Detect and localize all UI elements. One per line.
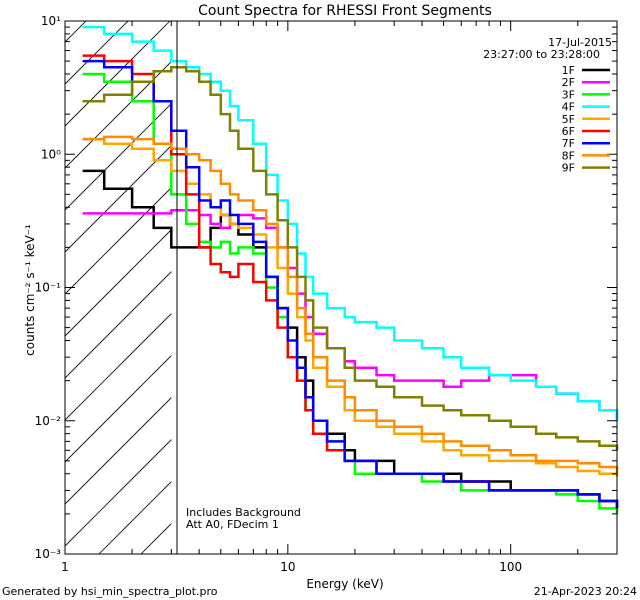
y-tick-label: 10¹ [41, 14, 61, 28]
hatch-line [65, 21, 129, 85]
time-range-label: 23:27:00 to 23:28:00 [483, 48, 600, 61]
hatch-line [65, 103, 172, 211]
hatch-line [65, 229, 172, 337]
series-6F-line [82, 54, 619, 509]
legend-label-5F: 5F [562, 113, 575, 126]
series-2F-line [82, 208, 619, 421]
legend-label-6F: 6F [562, 125, 575, 138]
legend-label-8F: 8F [562, 149, 575, 162]
date-label: 17-Jul-2015 [548, 36, 612, 49]
y-tick-label: 10⁻² [35, 414, 62, 428]
y-ticks: 10⁻³ 10⁻² 10⁻¹ 10⁰ 10¹ [35, 14, 617, 561]
series-9F-line [82, 65, 619, 451]
hatch-line [65, 21, 171, 127]
hatch-line [65, 271, 172, 379]
y-tick-label: 10⁰ [41, 147, 61, 161]
x-tick-label: 100 [499, 560, 522, 574]
x-tick-label: 10 [280, 560, 295, 574]
legend-label-3F: 3F [562, 88, 575, 101]
annotation-background: Includes Background [186, 506, 301, 519]
hatch-line [519, 21, 640, 554]
x-tick-label: 1 [61, 560, 69, 574]
hatch-line [65, 439, 172, 547]
plot-area: 1 10 100 10⁻³ 10⁻² 10⁻¹ 10⁰ 10¹ [35, 14, 640, 574]
y-axis-label: counts cm⁻² s⁻¹ keV⁻¹ [23, 224, 37, 356]
legend-label-2F: 2F [562, 76, 575, 89]
y-tick-label: 10⁻¹ [35, 281, 62, 295]
series-layer [82, 25, 619, 514]
legend-label-7F: 7F [562, 137, 575, 150]
series-8F-line [82, 135, 619, 474]
legend-label-9F: 9F [562, 162, 575, 175]
footer-timestamp: 21-Apr-2023 20:24 [534, 585, 637, 598]
x-axis-label: Energy (keV) [306, 577, 383, 591]
y-tick-label: 10⁻³ [35, 547, 62, 561]
legend-label-4F: 4F [562, 101, 575, 114]
annotation-attenuator: Att A0, FDecim 1 [186, 518, 279, 531]
hatch-line [65, 397, 172, 505]
footer-generated: Generated by hsi_min_spectra_plot.pro [2, 585, 218, 598]
chart-title: Count Spectra for RHESSI Front Segments [198, 3, 492, 19]
series-7F-line [82, 59, 619, 509]
hatch-line [65, 61, 172, 169]
legend-label-1F: 1F [562, 64, 575, 77]
x-ticks: 1 10 100 [61, 21, 618, 574]
